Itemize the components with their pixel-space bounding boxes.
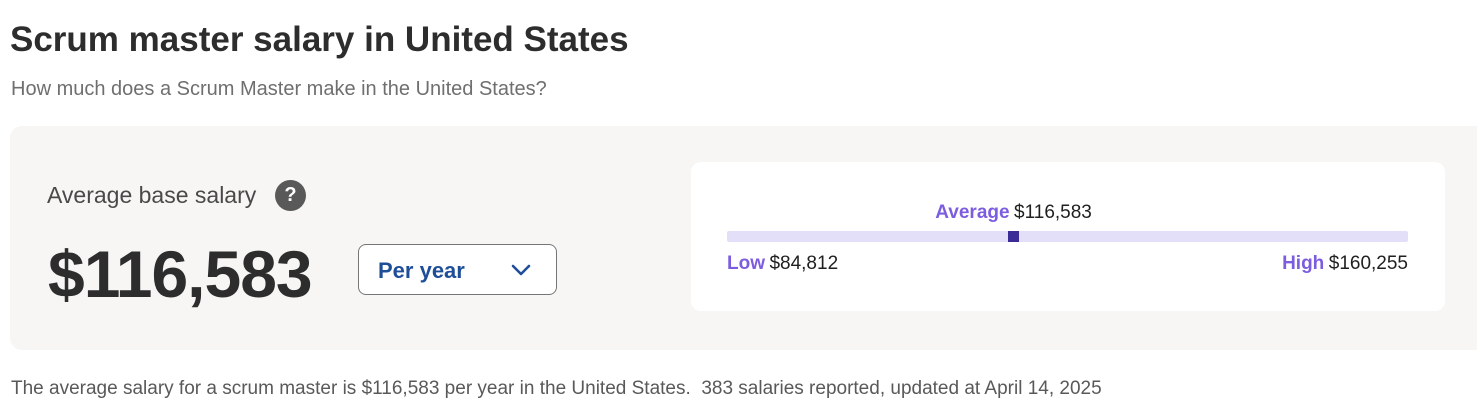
period-select-text: Per year bbox=[378, 258, 465, 283]
chevron-icon bbox=[511, 264, 531, 276]
range-bar bbox=[727, 231, 1408, 242]
average-label: Average base salary bbox=[47, 182, 257, 208]
high-label: High bbox=[1282, 253, 1325, 274]
low-row: Low $84,812 bbox=[727, 253, 838, 275]
low-value: $84,812 bbox=[769, 253, 839, 274]
page-title: Scrum master salary in United States bbox=[10, 20, 629, 59]
help-icon[interactable]: ? bbox=[275, 180, 306, 211]
low-label: Low bbox=[727, 253, 765, 274]
average-row: Average $116,583 bbox=[935, 202, 1092, 224]
average-range-label: Average bbox=[935, 202, 1010, 223]
salary-amount: $116,583 bbox=[48, 237, 313, 311]
high-row: High $160,255 bbox=[1282, 253, 1408, 275]
high-value: $160,255 bbox=[1328, 253, 1408, 274]
footer-text: The average salary for a scrum master is… bbox=[11, 378, 1102, 399]
page-subtitle: How much does a Scrum Master make in the… bbox=[11, 78, 547, 100]
average-marker bbox=[1008, 231, 1020, 242]
period-select[interactable]: Per year bbox=[358, 244, 557, 295]
average-range-value: $116,583 bbox=[1014, 202, 1092, 223]
